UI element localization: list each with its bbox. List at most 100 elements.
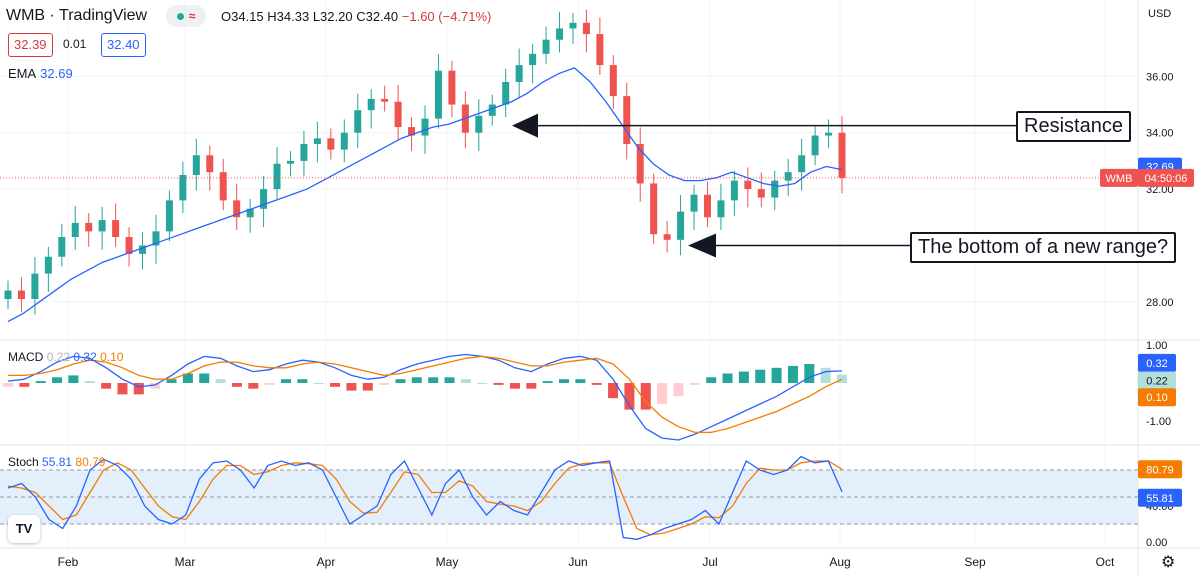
candle[interactable] <box>233 200 241 218</box>
market-status-pill[interactable]: ≈ <box>166 5 206 27</box>
candle[interactable] <box>825 132 833 136</box>
candle[interactable] <box>515 65 523 82</box>
macd-histogram-bar <box>3 383 13 387</box>
candle[interactable] <box>771 180 779 198</box>
candle[interactable] <box>569 22 577 29</box>
candle[interactable] <box>757 189 765 198</box>
macd-histogram-bar <box>804 364 815 383</box>
candle[interactable] <box>475 115 483 133</box>
candle[interactable] <box>488 104 496 116</box>
candle[interactable] <box>327 138 335 150</box>
signal-badge: 0.10 <box>1138 388 1176 407</box>
candle[interactable] <box>300 144 308 161</box>
macd-badge-text: 0.32 <box>1146 358 1167 370</box>
time-axis[interactable]: Feb Mar Apr May Jun Jul Aug Sep Oct <box>58 555 1115 569</box>
candle[interactable] <box>529 53 537 66</box>
candle[interactable] <box>31 273 39 299</box>
candle[interactable] <box>421 118 429 136</box>
macd-histogram-bar <box>722 373 733 383</box>
candle[interactable] <box>502 82 510 105</box>
candle[interactable] <box>798 155 806 173</box>
candle[interactable] <box>286 160 294 164</box>
price-pane[interactable] <box>0 9 1138 323</box>
candle[interactable] <box>85 222 93 232</box>
candle[interactable] <box>354 110 362 133</box>
symbol-title[interactable]: WMB · TradingView <box>6 7 148 24</box>
time-tick-label: Apr <box>317 555 336 569</box>
candle[interactable] <box>206 155 214 173</box>
macd-histogram-bar <box>133 383 144 395</box>
candle[interactable] <box>4 290 12 299</box>
macd-pane[interactable] <box>3 353 847 441</box>
candle[interactable] <box>246 208 254 218</box>
candle[interactable] <box>219 172 227 201</box>
macd-histogram-bar <box>428 377 439 383</box>
candle[interactable] <box>152 231 160 246</box>
candle[interactable] <box>408 127 416 136</box>
macd-histogram-bar <box>379 383 390 385</box>
stoch-d-value: 80.79 <box>75 455 106 469</box>
candle[interactable] <box>663 234 671 240</box>
stoch-pane[interactable] <box>0 455 1138 540</box>
candle[interactable] <box>44 256 52 274</box>
candle[interactable] <box>58 237 66 257</box>
candle[interactable] <box>730 180 738 201</box>
candle[interactable] <box>582 22 590 35</box>
buy-price-button[interactable]: 32.40 <box>101 33 146 57</box>
tradingview-logo-icon[interactable]: TV <box>8 515 40 543</box>
symbol-badge-bg <box>1100 168 1138 187</box>
candle[interactable] <box>448 70 456 105</box>
stoch-legend[interactable]: Stoch 55.81 80.79 <box>8 455 105 469</box>
macd-histogram-bar <box>755 369 766 383</box>
candle[interactable] <box>703 194 711 218</box>
candle[interactable] <box>690 194 698 212</box>
sell-price-button[interactable]: 32.39 <box>8 33 53 57</box>
macd-histogram-bar <box>313 383 324 384</box>
resistance-annotation: Resistance <box>1016 111 1131 142</box>
candle[interactable] <box>273 163 281 190</box>
candle[interactable] <box>677 211 685 240</box>
candle[interactable] <box>650 183 658 235</box>
candle[interactable] <box>179 175 187 201</box>
candle[interactable] <box>139 245 147 254</box>
candle[interactable] <box>394 101 402 128</box>
candle[interactable] <box>98 220 106 232</box>
macd-histogram-bar <box>182 373 193 383</box>
candle[interactable] <box>434 70 442 119</box>
candle[interactable] <box>636 144 644 184</box>
candle[interactable] <box>542 39 550 54</box>
candle[interactable] <box>340 132 348 150</box>
macd-legend[interactable]: MACD 0.22 0.32 0.10 <box>8 350 123 364</box>
price-tick-label: 28.00 <box>1146 297 1174 309</box>
candle[interactable] <box>811 135 819 156</box>
candle[interactable] <box>784 172 792 181</box>
candle[interactable] <box>381 98 389 102</box>
macd-hist-badge-bg <box>1138 371 1176 390</box>
candle[interactable] <box>367 98 375 111</box>
candle[interactable] <box>556 28 564 40</box>
candle[interactable] <box>744 180 752 190</box>
macd-histogram-bar <box>248 383 259 389</box>
candle[interactable] <box>838 132 846 178</box>
macd-histogram-bar <box>460 379 471 383</box>
candle[interactable] <box>165 200 173 232</box>
candle[interactable] <box>623 96 631 144</box>
candle[interactable] <box>609 65 617 97</box>
ema-value: 32.69 <box>40 66 73 81</box>
candle[interactable] <box>125 237 133 254</box>
macd-histogram-bar <box>346 383 357 391</box>
candle[interactable] <box>192 155 200 175</box>
candle[interactable] <box>717 200 725 218</box>
candle[interactable] <box>596 34 604 66</box>
candle[interactable] <box>112 220 120 237</box>
ema-legend[interactable]: EMA 32.69 <box>8 66 73 81</box>
candle[interactable] <box>260 189 268 209</box>
gear-icon[interactable]: ⚙ <box>1161 554 1176 571</box>
signal-badge-text: 0.10 <box>1146 392 1167 404</box>
candle[interactable] <box>71 222 79 237</box>
candle[interactable] <box>313 138 321 144</box>
candle[interactable] <box>17 290 25 299</box>
